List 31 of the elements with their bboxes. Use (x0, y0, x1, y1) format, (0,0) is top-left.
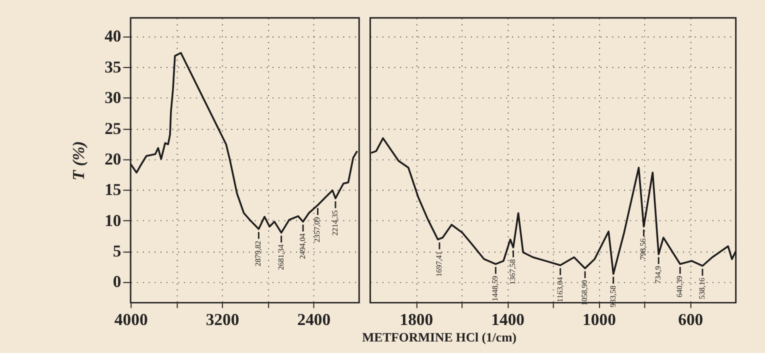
x-tick-label: 1800 (400, 310, 434, 329)
annotation: 538,16 (697, 278, 706, 300)
y-tick-label: 0 (112, 272, 122, 292)
y-tick-label: 25 (104, 118, 122, 138)
y-tick-label: 30 (104, 88, 122, 108)
annotation: 640,39 (675, 276, 684, 298)
annotation: 2681,34 (276, 244, 286, 270)
y-tick-label: 40 (104, 26, 122, 46)
y-tick-label: 15 (104, 180, 122, 200)
annotation: 798,56 (638, 238, 648, 260)
annotation: 2879,82 (254, 240, 263, 266)
annotation: 1697,41 (434, 251, 444, 277)
y-tick-label: 10 (104, 210, 122, 230)
annotation: 1448,59 (490, 276, 500, 302)
annotation: 734,9 (654, 266, 663, 284)
y-tick-label: 20 (104, 149, 122, 168)
y-tick-label: 5 (112, 242, 122, 261)
x-tick-label: 3200 (206, 310, 240, 329)
annotation: 1367,58 (508, 259, 518, 285)
y-tick-label: 35 (104, 57, 122, 76)
x-tick-label: 600 (678, 310, 704, 329)
annotation: 2494,04 (298, 233, 307, 259)
x-tick-label: 1000 (582, 310, 616, 329)
annotation: 2357,09 (312, 216, 322, 242)
annotation: 2214,35 (330, 210, 340, 236)
x-axis-title: METFORMINE HCl (1/cm) (362, 330, 516, 344)
x-tick-label: 4000 (114, 310, 148, 329)
y-axis-title: T (%) (68, 141, 88, 180)
x-tick-label: 2400 (297, 310, 331, 329)
x-tick-label: 1400 (491, 310, 525, 329)
annotation: 1163,04 (555, 276, 564, 302)
